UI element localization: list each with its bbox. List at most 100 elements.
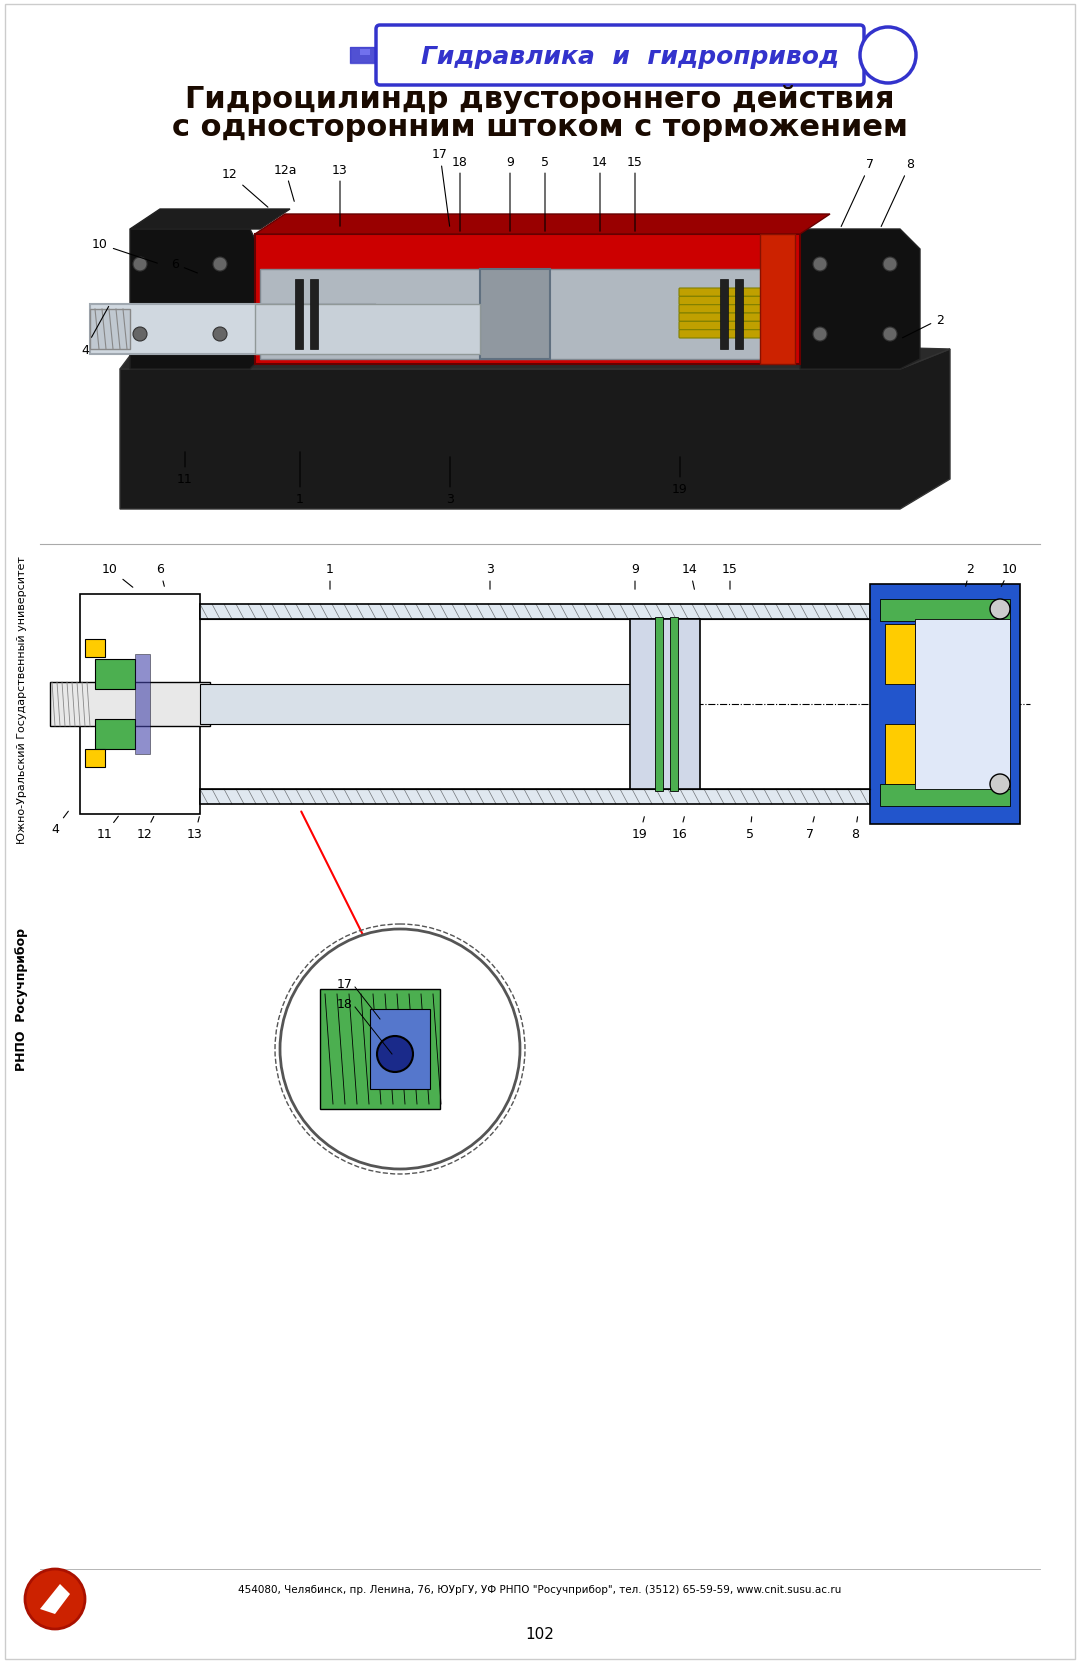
Bar: [720, 280, 728, 349]
FancyBboxPatch shape: [679, 290, 761, 298]
Text: 5: 5: [541, 155, 549, 231]
Bar: [295, 280, 303, 349]
FancyBboxPatch shape: [380, 30, 860, 82]
Polygon shape: [40, 1584, 70, 1614]
Polygon shape: [120, 329, 950, 369]
Bar: [880, 784, 1010, 807]
Text: 6: 6: [171, 258, 198, 275]
Bar: [50, 682, 210, 727]
FancyBboxPatch shape: [679, 323, 761, 331]
Text: 13: 13: [187, 817, 203, 840]
Text: 10: 10: [103, 562, 133, 587]
Circle shape: [860, 28, 916, 83]
FancyBboxPatch shape: [679, 314, 761, 323]
Bar: [255, 235, 800, 364]
Circle shape: [990, 774, 1010, 794]
Text: 11: 11: [177, 453, 193, 486]
FancyBboxPatch shape: [376, 27, 864, 87]
Circle shape: [813, 258, 827, 271]
Bar: [200, 789, 870, 804]
Text: 10: 10: [92, 238, 158, 265]
Text: РНПО  Росучприбор: РНПО Росучприбор: [15, 929, 28, 1072]
Text: 19: 19: [632, 817, 648, 840]
Bar: [95, 719, 135, 749]
Bar: [735, 280, 743, 349]
Text: 3: 3: [446, 458, 454, 506]
Bar: [880, 599, 1010, 622]
Text: 17: 17: [337, 978, 353, 990]
Circle shape: [133, 328, 147, 341]
Text: 4: 4: [51, 812, 68, 835]
Bar: [95, 659, 135, 689]
Text: 10: 10: [1001, 562, 1018, 587]
Bar: [885, 624, 915, 684]
Bar: [135, 654, 150, 754]
Bar: [885, 724, 915, 784]
Text: 16: 16: [672, 817, 688, 840]
Text: 14: 14: [592, 155, 608, 231]
FancyBboxPatch shape: [679, 298, 761, 306]
Text: 7: 7: [806, 817, 814, 840]
Bar: [80, 594, 200, 814]
Circle shape: [990, 599, 1010, 619]
Text: 4: 4: [81, 308, 109, 356]
Text: Южно-Уральский Государственный университет: Южно-Уральский Государственный университ…: [17, 556, 27, 844]
Text: 13: 13: [333, 163, 348, 226]
Text: 7: 7: [841, 158, 874, 228]
Text: 3: 3: [486, 562, 494, 589]
Bar: [200, 604, 870, 619]
Text: 15: 15: [627, 155, 643, 231]
Polygon shape: [130, 230, 260, 369]
Text: 9: 9: [507, 155, 514, 231]
Circle shape: [25, 1569, 85, 1629]
Bar: [85, 749, 105, 767]
Polygon shape: [800, 230, 920, 369]
Circle shape: [813, 328, 827, 341]
Text: 12: 12: [222, 168, 268, 208]
Bar: [480, 270, 550, 359]
Bar: [200, 684, 630, 724]
Text: 102: 102: [526, 1626, 554, 1641]
Text: 454080, Челябинск, пр. Ленина, 76, ЮУрГУ, УФ РНПО "Росучприбор", тел. (3512) 65-: 454080, Челябинск, пр. Ленина, 76, ЮУрГУ…: [239, 1584, 841, 1594]
Bar: [90, 310, 130, 349]
Bar: [310, 280, 318, 349]
Text: 12: 12: [137, 817, 153, 840]
Bar: [260, 270, 789, 359]
Text: 1: 1: [296, 453, 303, 506]
Text: 2: 2: [903, 313, 944, 338]
Bar: [90, 305, 375, 354]
Text: 17: 17: [432, 148, 449, 226]
Text: 8: 8: [851, 817, 859, 840]
Text: 2: 2: [966, 562, 974, 587]
Bar: [370, 1010, 430, 1090]
Text: 8: 8: [881, 158, 914, 228]
Bar: [360, 50, 370, 57]
Bar: [670, 617, 678, 792]
Text: 15: 15: [723, 562, 738, 589]
Circle shape: [883, 328, 897, 341]
Circle shape: [133, 258, 147, 271]
Text: 18: 18: [453, 155, 468, 231]
Circle shape: [213, 328, 227, 341]
Text: с односторонним штоком с торможением: с односторонним штоком с торможением: [172, 113, 908, 143]
Bar: [85, 639, 105, 657]
Polygon shape: [120, 349, 950, 509]
Circle shape: [280, 930, 519, 1170]
Text: 18: 18: [337, 998, 353, 1012]
Bar: [320, 990, 440, 1110]
Polygon shape: [255, 215, 831, 235]
Text: 5: 5: [746, 817, 754, 840]
Text: 19: 19: [672, 458, 688, 496]
Text: 9: 9: [631, 562, 639, 589]
FancyBboxPatch shape: [679, 331, 761, 339]
Text: 6: 6: [157, 562, 164, 587]
Bar: [654, 617, 663, 792]
Circle shape: [377, 1037, 413, 1072]
Bar: [760, 235, 795, 364]
Bar: [350, 48, 380, 63]
Bar: [255, 305, 480, 354]
Polygon shape: [130, 210, 291, 230]
Bar: [915, 619, 1010, 789]
Text: 12a: 12a: [273, 163, 297, 203]
Text: 1: 1: [326, 562, 334, 589]
